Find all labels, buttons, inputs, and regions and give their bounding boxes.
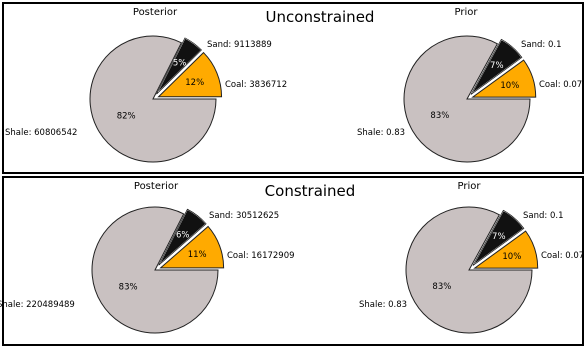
pie-slice-shale [89,35,217,163]
pie-slice-sand [473,230,539,269]
pct-label-shale: 83% [430,111,449,121]
pct-label-coal: 7% [492,232,506,242]
pie-chart-4: Prior 10% Sand: 0.1 7% Coal: 0.07 83% Shale: 0… [359,181,584,334]
category-label-sand: Sand: 9113889 [207,40,272,50]
pct-label-shale: 83% [119,282,138,292]
category-label-sand: Sand: 0.1 [523,211,563,221]
category-label-sand: Sand: 0.1 [521,40,561,50]
pie-title: Prior [458,181,482,192]
pie-slice-outline-coal [472,209,525,266]
pct-label-sand: 12% [185,78,204,88]
pie-chart-1: Posterior 12% Sand: 9113889 5% Coal: 3836712… [5,7,287,163]
pie-slice-sand [471,59,537,98]
group-title-constrained: Constrained [265,182,356,200]
category-label-shale: Shale: 0.83 [357,128,405,138]
category-label-shale: Shale: 60806542 [5,128,77,138]
category-label-coal: Coal: 3836712 [225,80,287,90]
pie-chart-2: Prior 10% Sand: 0.1 7% Coal: 0.07 83% Shale: 0… [357,7,582,163]
pct-label-sand: 10% [502,252,521,262]
pie-slice-shale [403,35,531,163]
pie-slice-sand [157,51,223,98]
category-label-shale: Shale: 220489489 [0,300,75,310]
pct-label-sand: 10% [500,81,519,91]
pie-chart-3: Posterior 11% Sand: 30512625 6% Coal: 161729… [0,181,295,334]
pie-slice-outline-coal [470,38,523,95]
category-label-coal: Coal: 0.07 [541,251,584,261]
pct-label-shale: 82% [117,112,136,122]
pct-label-coal: 6% [176,230,190,240]
pie-title: Posterior [134,181,179,192]
category-label-shale: Shale: 0.83 [359,300,407,310]
pie-slice-shale [405,206,533,334]
pie-slice-shale [91,206,219,334]
pie-title: Posterior [133,7,178,18]
category-label-sand: Sand: 30512625 [209,211,279,221]
pct-label-shale: 83% [432,282,451,292]
group-title-unconstrained: Unconstrained [266,8,375,26]
pie-slice-outline-coal [156,37,202,95]
pie-slice-sand [159,225,225,269]
pct-label-coal: 7% [490,61,504,71]
pie-slice-outline-coal [158,208,207,266]
category-label-coal: Coal: 16172909 [227,251,295,261]
pct-label-sand: 11% [188,250,207,260]
category-label-coal: Coal: 0.07 [539,80,582,90]
pct-label-coal: 5% [173,59,187,69]
pie-title: Prior [455,7,479,18]
